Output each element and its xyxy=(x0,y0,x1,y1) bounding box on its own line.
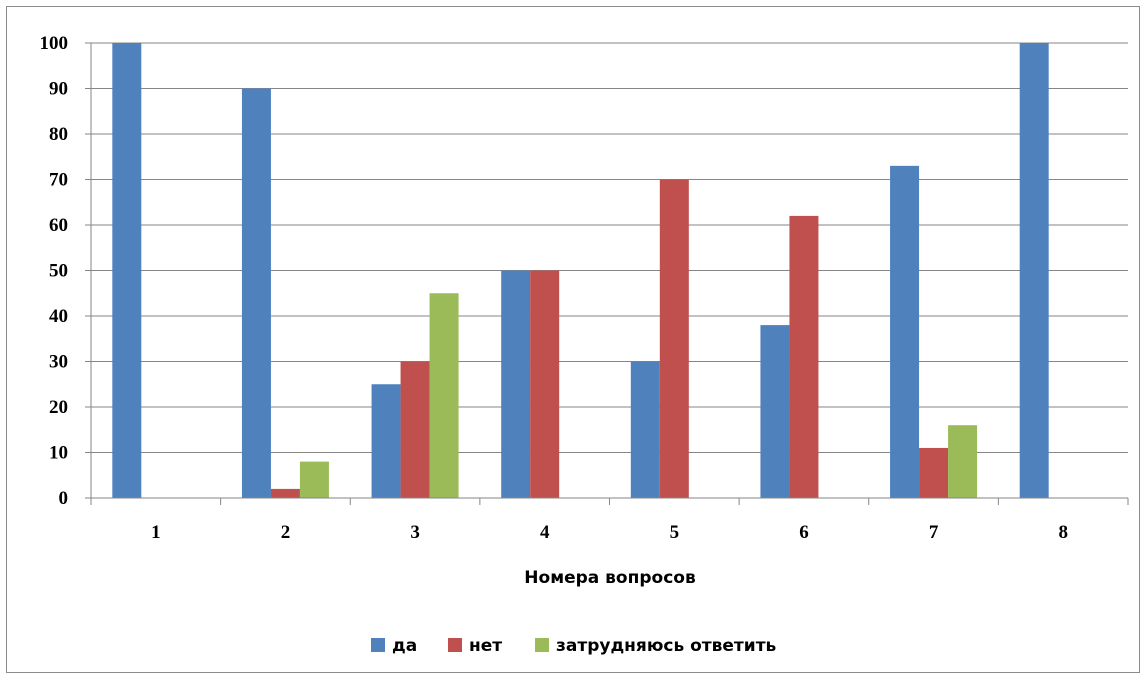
y-tick-label: 10 xyxy=(49,443,68,464)
legend-swatch-2 xyxy=(448,638,462,652)
y-tick-label: 20 xyxy=(49,397,68,418)
legend: да нет затрудняюсь ответить xyxy=(371,636,776,656)
bar-2-6 xyxy=(789,215,819,498)
y-tick-label: 0 xyxy=(59,488,69,509)
y-tick-label: 100 xyxy=(40,33,69,54)
x-tick-labels: 1 2 3 4 5 6 7 8 xyxy=(151,522,1068,543)
y-tick-label: 70 xyxy=(49,170,68,191)
bar-1-7 xyxy=(890,165,920,498)
x-tick-label: 7 xyxy=(929,522,939,543)
bar-1-5 xyxy=(630,361,660,498)
bar-3-2 xyxy=(299,461,329,498)
y-tick-label: 30 xyxy=(49,352,68,373)
bar-1-4 xyxy=(501,270,531,498)
bar-2-4 xyxy=(530,270,560,498)
x-tick-label: 2 xyxy=(281,522,291,543)
legend-swatch-1 xyxy=(371,638,385,652)
x-tick-label: 5 xyxy=(670,522,680,543)
bar-1-8 xyxy=(1019,43,1049,498)
x-tick-label: 4 xyxy=(540,522,550,543)
bar-3-3 xyxy=(429,293,459,498)
bar-2-7 xyxy=(919,447,949,498)
bar-1-1 xyxy=(112,43,142,498)
x-tick-label: 1 xyxy=(151,522,161,543)
y-tick-label: 40 xyxy=(49,306,68,327)
legend-label-2: нет xyxy=(469,636,502,656)
x-tick-label: 6 xyxy=(799,522,809,543)
bar-3-7 xyxy=(948,425,978,498)
bar-1-6 xyxy=(760,325,790,498)
bar-2-2 xyxy=(270,488,300,498)
legend-swatch-3 xyxy=(535,638,549,652)
y-tick-label: 80 xyxy=(49,124,68,145)
x-tick-label: 8 xyxy=(1058,522,1068,543)
bar-2-5 xyxy=(659,179,689,498)
bar-1-2 xyxy=(241,88,271,498)
bar-2-3 xyxy=(400,361,430,498)
x-tick-label: 3 xyxy=(410,522,420,543)
y-tick-label: 60 xyxy=(49,215,68,236)
bar-1-3 xyxy=(371,384,401,498)
x-axis-title: Номера вопросов xyxy=(524,568,696,588)
y-tick-label: 50 xyxy=(49,261,68,282)
y-tick-labels: 0 10 20 30 40 50 60 70 80 90 100 xyxy=(40,33,69,509)
legend-label-3: затрудняюсь ответить xyxy=(556,636,776,656)
legend-label-1: да xyxy=(392,636,417,656)
bars xyxy=(112,43,1049,498)
axes xyxy=(85,42,1129,505)
y-tick-label: 90 xyxy=(49,79,68,100)
chart-frame xyxy=(6,6,1140,673)
